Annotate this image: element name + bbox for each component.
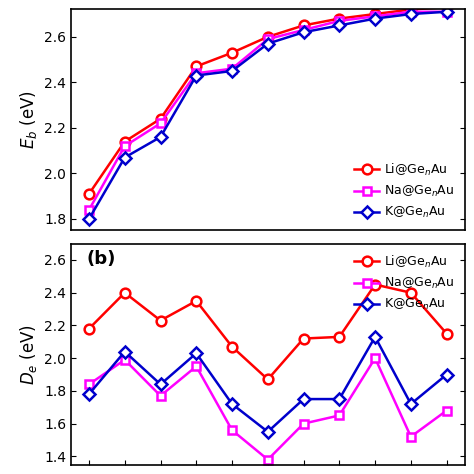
Line: K@Ge$_n$Au: K@Ge$_n$Au [85, 8, 451, 223]
Na@Ge$_n$Au [229, 428, 235, 433]
K@Ge$_n$Au [265, 429, 271, 435]
Na@Ge$_n$Au [158, 393, 164, 399]
Na@Ge$_n$Au [193, 71, 199, 76]
Na@Ge$_n$Au [86, 207, 92, 213]
Li@Ge$_n$Au [372, 282, 378, 287]
K@Ge$_n$Au [86, 216, 92, 222]
K@Ge$_n$Au [193, 73, 199, 78]
K@Ge$_n$Au [158, 134, 164, 140]
Na@Ge$_n$Au [86, 382, 92, 387]
K@Ge$_n$Au [229, 68, 235, 74]
Na@Ge$_n$Au [158, 120, 164, 126]
Na@Ge$_n$Au [265, 457, 271, 463]
Y-axis label: $D_e$ (eV): $D_e$ (eV) [18, 324, 38, 384]
Li@Ge$_n$Au [193, 64, 199, 69]
Na@Ge$_n$Au [372, 356, 378, 361]
Li@Ge$_n$Au [86, 191, 92, 197]
Line: Li@Ge$_n$Au: Li@Ge$_n$Au [84, 280, 452, 384]
K@Ge$_n$Au [301, 396, 306, 402]
K@Ge$_n$Au [372, 16, 378, 21]
Legend: Li@Ge$_n$Au, Na@Ge$_n$Au, K@Ge$_n$Au: Li@Ge$_n$Au, Na@Ge$_n$Au, K@Ge$_n$Au [351, 250, 458, 316]
Li@Ge$_n$Au [122, 139, 128, 145]
Na@Ge$_n$Au [193, 364, 199, 369]
Line: K@Ge$_n$Au: K@Ge$_n$Au [85, 333, 451, 436]
Li@Ge$_n$Au [301, 336, 306, 341]
Li@Ge$_n$Au [158, 116, 164, 122]
K@Ge$_n$Au [408, 401, 414, 407]
K@Ge$_n$Au [337, 23, 342, 28]
Line: Na@Ge$_n$Au: Na@Ge$_n$Au [85, 8, 451, 214]
Li@Ge$_n$Au [122, 290, 128, 296]
Li@Ge$_n$Au [444, 4, 449, 10]
Na@Ge$_n$Au [122, 143, 128, 149]
Li@Ge$_n$Au [301, 23, 306, 28]
K@Ge$_n$Au [229, 401, 235, 407]
Line: Na@Ge$_n$Au: Na@Ge$_n$Au [85, 354, 451, 464]
Li@Ge$_n$Au [337, 16, 342, 21]
K@Ge$_n$Au [265, 41, 271, 46]
Y-axis label: $E_b$ (eV): $E_b$ (eV) [18, 91, 38, 149]
Na@Ge$_n$Au [229, 66, 235, 72]
Li@Ge$_n$Au [265, 376, 271, 382]
Text: (b): (b) [87, 250, 116, 268]
Na@Ge$_n$Au [337, 412, 342, 418]
K@Ge$_n$Au [372, 334, 378, 340]
K@Ge$_n$Au [86, 392, 92, 397]
Li@Ge$_n$Au [408, 7, 414, 12]
Na@Ge$_n$Au [444, 9, 449, 15]
Na@Ge$_n$Au [372, 13, 378, 19]
Li@Ge$_n$Au [444, 331, 449, 337]
Na@Ge$_n$Au [408, 9, 414, 15]
Legend: Li@Ge$_n$Au, Na@Ge$_n$Au, K@Ge$_n$Au: Li@Ge$_n$Au, Na@Ge$_n$Au, K@Ge$_n$Au [351, 158, 458, 224]
Na@Ge$_n$Au [337, 18, 342, 24]
Li@Ge$_n$Au [372, 11, 378, 17]
Na@Ge$_n$Au [265, 36, 271, 42]
Li@Ge$_n$Au [337, 334, 342, 340]
Na@Ge$_n$Au [444, 408, 449, 413]
Na@Ge$_n$Au [408, 434, 414, 439]
K@Ge$_n$Au [444, 372, 449, 377]
K@Ge$_n$Au [193, 350, 199, 356]
Li@Ge$_n$Au [158, 318, 164, 323]
Li@Ge$_n$Au [193, 298, 199, 304]
K@Ge$_n$Au [158, 382, 164, 387]
K@Ge$_n$Au [301, 29, 306, 35]
Line: Li@Ge$_n$Au: Li@Ge$_n$Au [84, 2, 452, 199]
Na@Ge$_n$Au [122, 357, 128, 363]
Li@Ge$_n$Au [408, 290, 414, 296]
K@Ge$_n$Au [408, 11, 414, 17]
K@Ge$_n$Au [122, 155, 128, 160]
Na@Ge$_n$Au [301, 421, 306, 427]
K@Ge$_n$Au [444, 9, 449, 15]
Li@Ge$_n$Au [229, 50, 235, 55]
Na@Ge$_n$Au [301, 27, 306, 33]
K@Ge$_n$Au [337, 396, 342, 402]
Li@Ge$_n$Au [229, 344, 235, 349]
K@Ge$_n$Au [122, 349, 128, 355]
Li@Ge$_n$Au [265, 34, 271, 40]
Li@Ge$_n$Au [86, 326, 92, 331]
